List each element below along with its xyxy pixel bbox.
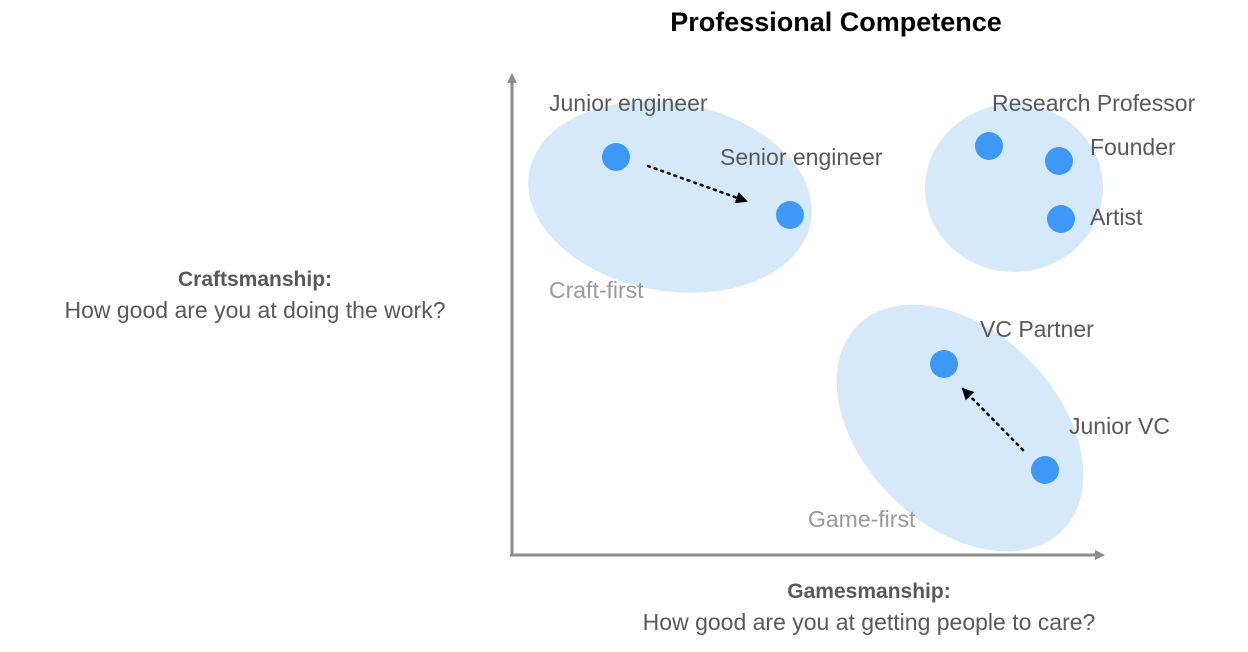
label-junior-engineer: Junior engineer	[549, 90, 708, 116]
junior-vc-to-vc-partner-arrow	[961, 387, 1025, 452]
point-senior-engineer	[776, 201, 804, 229]
point-artist	[1047, 205, 1075, 233]
chart-title: Professional Competence	[670, 7, 1002, 37]
point-vc-partner	[930, 350, 958, 378]
cluster-game-first-region	[836, 304, 1084, 552]
label-vc-partner: VC Partner	[980, 316, 1094, 342]
cluster-craft-first-region	[528, 101, 812, 293]
point-research-professor	[975, 132, 1003, 160]
label-artist: Artist	[1090, 204, 1143, 230]
label-founder: Founder	[1090, 134, 1176, 160]
y-axis-question: How good are you at doing the work?	[64, 297, 445, 323]
cluster-top-right-region	[925, 104, 1103, 272]
label-game-first: Game-first	[808, 506, 916, 532]
point-founder	[1045, 147, 1073, 175]
label-research-professor: Research Professor	[992, 90, 1196, 116]
x-axis-heading: Gamesmanship:	[787, 580, 950, 603]
point-junior-engineer	[602, 143, 630, 171]
label-senior-engineer: Senior engineer	[720, 144, 883, 170]
y-axis-heading: Craftsmanship:	[178, 268, 332, 291]
label-junior-vc: Junior VC	[1069, 413, 1170, 439]
label-craft-first: Craft-first	[549, 277, 644, 303]
point-junior-vc	[1031, 456, 1059, 484]
junior-to-senior-engineer-arrow	[646, 164, 748, 204]
x-axis-question: How good are you at getting people to ca…	[643, 609, 1096, 635]
